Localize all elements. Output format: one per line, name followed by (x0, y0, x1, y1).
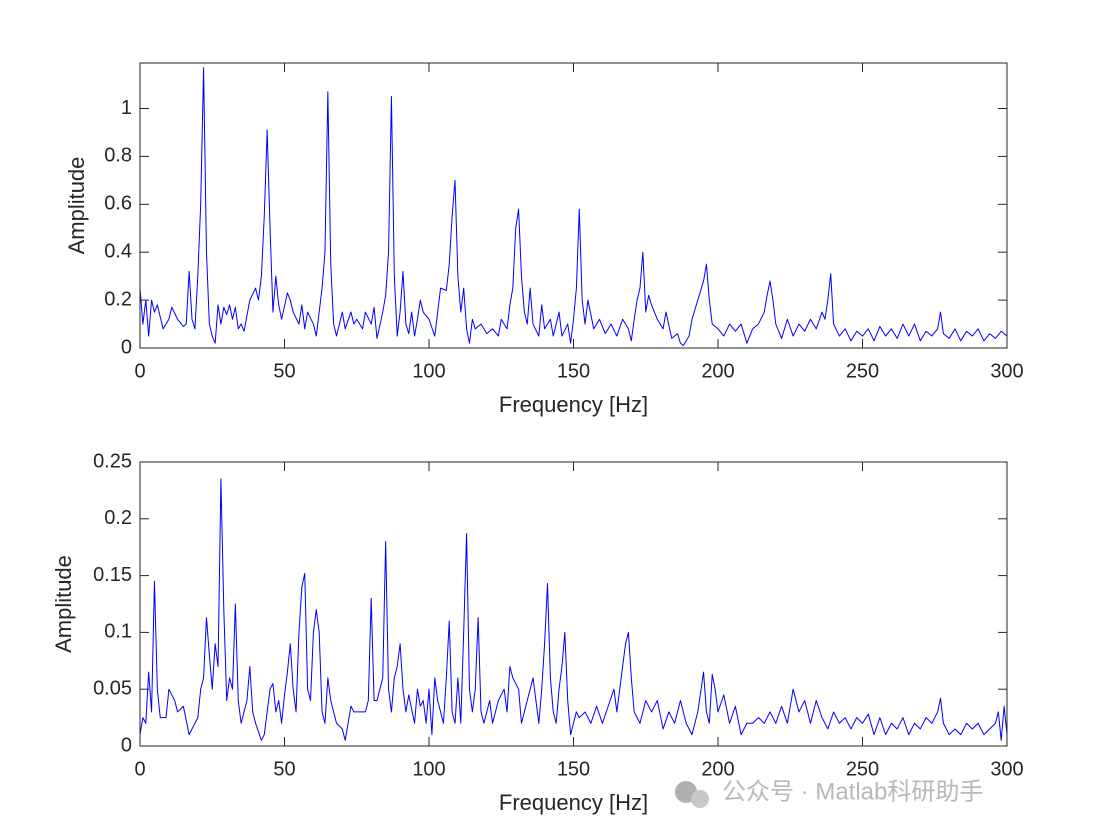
x-axis-label: Frequency [Hz] (499, 790, 648, 815)
y-tick-label: 0.25 (93, 450, 132, 472)
watermark: 公众号 · Matlab科研助手 (675, 778, 983, 808)
y-tick-label: 0.15 (93, 564, 132, 586)
y-tick-label: 0.8 (104, 145, 132, 167)
x-tick-label: 200 (701, 758, 734, 780)
x-tick-label: 300 (990, 758, 1023, 780)
x-tick-label: 250 (846, 758, 879, 780)
x-tick-label: 100 (412, 758, 445, 780)
y-tick-label: 0 (121, 734, 132, 756)
y-tick-label: 0 (121, 336, 132, 358)
y-tick-label: 0.2 (104, 288, 132, 310)
axes: 0 50 100 150 200 250 300 0 0.2 0.4 0.6 0.8 1 Frequenc… (64, 62, 1024, 417)
y-tick-label: 0.1 (104, 621, 132, 643)
y-axis-label: Amplitude (64, 157, 89, 255)
spectrum-line (139, 67, 1008, 347)
watermark-icon (691, 790, 709, 808)
x-tick-label: 50 (273, 758, 295, 780)
x-tick-label: 300 (990, 360, 1023, 382)
x-tick-label: 250 (846, 360, 879, 382)
x-tick-label: 50 (273, 360, 295, 382)
y-tick-label: 0.05 (93, 677, 132, 699)
spectrum-line (139, 478, 1008, 741)
y-axis-label: Amplitude (51, 555, 76, 653)
x-tick-label: 200 (701, 360, 734, 382)
y-tick-label: 0.2 (104, 507, 132, 529)
axes: 0 50 100 150 200 250 300 0 0.05 0.1 0.15 0.2 0.25 Fre… (51, 450, 1024, 815)
x-tick-label: 150 (557, 758, 590, 780)
y-tick-label: 1 (121, 97, 132, 119)
y-tick-label: 0.4 (104, 240, 132, 262)
x-tick-label: 0 (134, 360, 145, 382)
x-tick-label: 0 (134, 758, 145, 780)
x-axis-label: Frequency [Hz] (499, 392, 648, 417)
y-tick-label: 0.6 (104, 193, 132, 215)
watermark-text: 公众号 · Matlab科研助手 (722, 778, 983, 805)
x-tick-label: 100 (412, 360, 445, 382)
axes-frame (139, 461, 1008, 747)
axes-frame (139, 62, 1008, 349)
x-tick-label: 150 (557, 360, 590, 382)
